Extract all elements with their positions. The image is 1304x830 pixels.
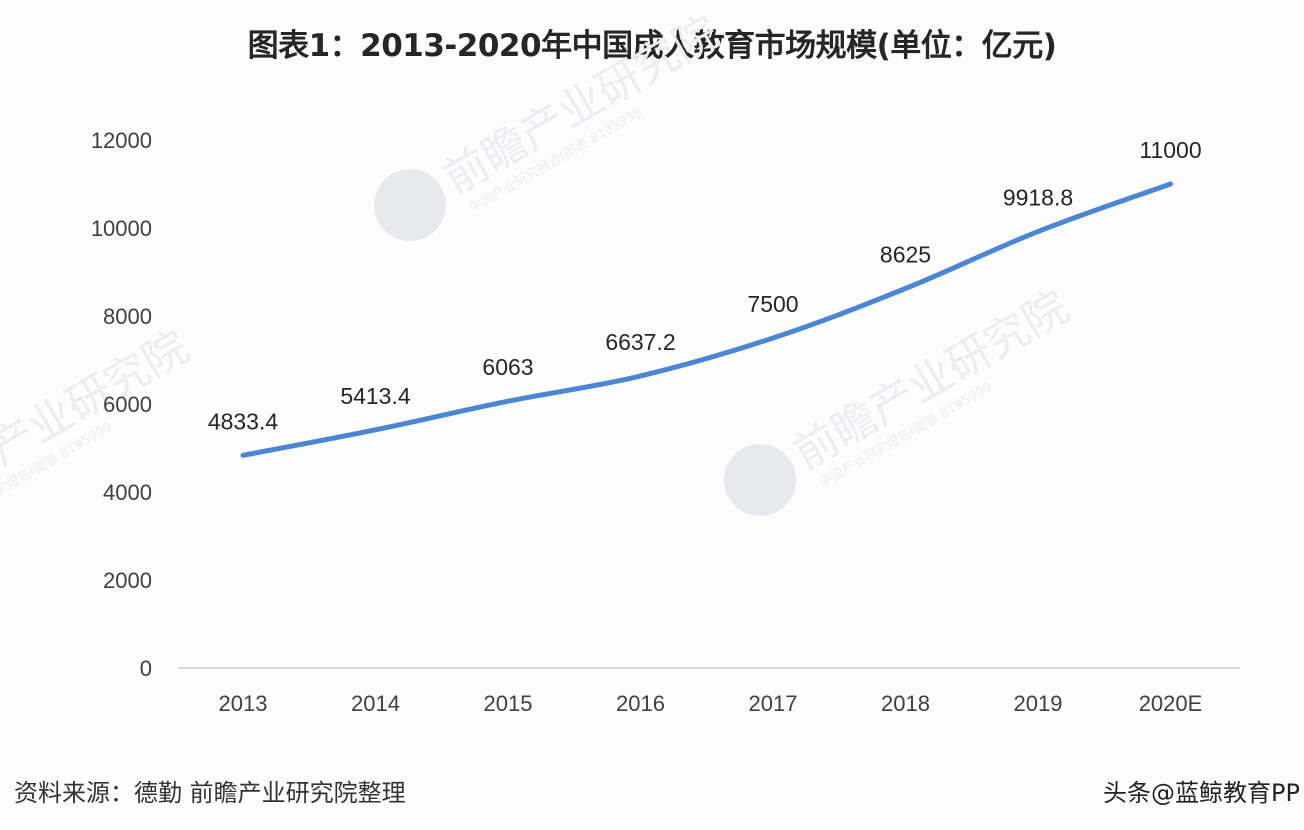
watermark-logo-icon <box>374 169 446 241</box>
y-tick-label: 10000 <box>91 216 152 241</box>
data-label: 4833.4 <box>208 408 279 434</box>
data-label: 5413.4 <box>340 383 411 409</box>
series-line <box>240 181 1173 458</box>
chart-title: 图表1：2013-2020年中国成人教育市场规模(单位：亿元) <box>247 28 1057 64</box>
x-tick-label: 2017 <box>749 691 798 716</box>
watermark-top: 前瞻产业研究院 中国产业研究报告(图表 8195999 <box>374 6 727 241</box>
x-tick-label: 2014 <box>351 691 400 716</box>
y-tick-label: 8000 <box>103 304 152 329</box>
credit-watermark: 头条@蓝鲸教育PP <box>1103 779 1300 807</box>
data-label: 6637.2 <box>605 329 675 355</box>
y-tick-label: 0 <box>140 656 152 681</box>
data-label: 11000 <box>1139 137 1201 163</box>
data-label: 6063 <box>482 354 533 380</box>
watermark-logo-icon <box>724 444 796 516</box>
data-label: 9918.8 <box>1003 185 1073 211</box>
x-tick-label: 2013 <box>219 691 268 716</box>
watermark-text: 前瞻产业研究院 <box>0 321 197 519</box>
y-axis: 0 2000 4000 6000 8000 10000 12000 <box>91 128 152 681</box>
source-note: 资料来源：德勤 前瞻产业研究院整理 <box>14 779 406 807</box>
x-tick-label: 2015 <box>484 691 533 716</box>
y-tick-label: 2000 <box>103 568 152 593</box>
watermark-text: 前瞻产业研究院 <box>435 6 727 204</box>
data-label: 7500 <box>747 291 798 317</box>
y-tick-label: 4000 <box>103 480 152 505</box>
x-axis: 2013 2014 2015 2016 2017 2018 2019 2020E <box>219 691 1203 716</box>
x-tick-label: 2016 <box>616 691 665 716</box>
y-tick-label: 6000 <box>103 392 152 417</box>
watermark-text: 前瞻产业研究院 <box>785 281 1077 479</box>
data-labels: 4833.4 5413.4 6063 6637.2 7500 8625 9918.8 1100… <box>208 137 1202 434</box>
data-label: 8625 <box>880 242 931 268</box>
x-tick-label: 2020E <box>1139 691 1203 716</box>
y-tick-label: 12000 <box>91 128 152 153</box>
x-tick-label: 2018 <box>881 691 930 716</box>
x-tick-label: 2019 <box>1014 691 1063 716</box>
